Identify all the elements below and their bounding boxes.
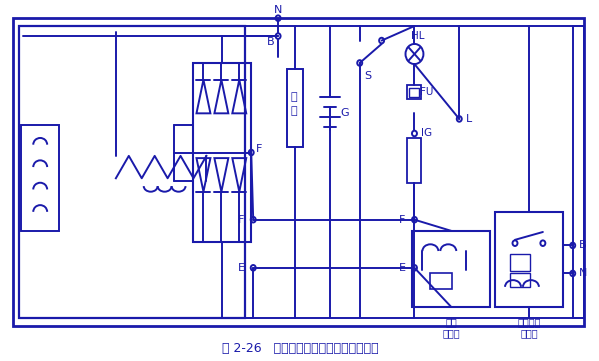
Bar [22,125,59,231]
Text: G: G [340,108,349,118]
Text: 充电指示: 充电指示 [517,318,541,328]
Bar [495,212,563,307]
Text: B: B [579,240,586,251]
Bar [413,231,490,307]
Bar [431,273,452,289]
Text: F: F [238,215,244,225]
Text: 负: 负 [291,92,297,101]
Text: B: B [267,37,275,47]
Text: E: E [399,263,406,273]
Text: HL: HL [411,31,424,41]
Text: L: L [466,114,473,124]
Bar [510,273,530,287]
Bar [19,26,245,318]
Text: 调节器: 调节器 [443,328,460,338]
Text: F: F [400,215,406,225]
Text: N: N [579,269,587,278]
Text: 继电器: 继电器 [520,328,538,338]
Bar [13,18,583,326]
Bar [510,255,530,271]
Text: 电压: 电压 [446,318,457,328]
Text: N: N [274,5,282,16]
Bar [407,85,422,99]
Bar [287,69,303,147]
Bar [407,138,422,183]
Text: S: S [364,71,371,81]
Text: IG: IG [421,129,432,139]
Bar [410,88,419,96]
Bar [193,63,251,242]
Text: 图 2-26   丰田汽车发电机与调节器接线图: 图 2-26 丰田汽车发电机与调节器接线图 [222,342,379,355]
Text: 荷: 荷 [291,106,297,116]
Text: FU: FU [420,87,433,97]
Text: F: F [256,144,262,154]
Text: E: E [238,263,245,273]
